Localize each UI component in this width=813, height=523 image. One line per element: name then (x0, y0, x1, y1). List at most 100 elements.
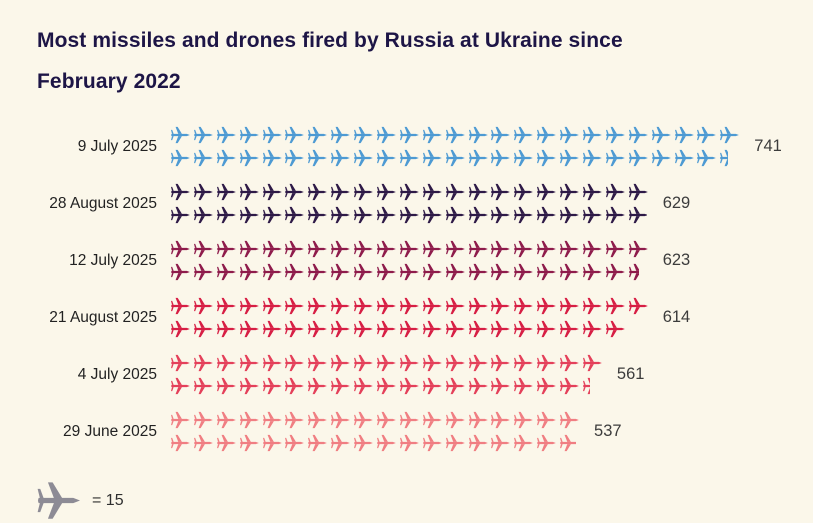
chart-legend: = 15 (33, 478, 813, 523)
plane-icon (284, 319, 307, 339)
plane-icon (559, 205, 582, 225)
plane-icon (284, 410, 307, 430)
plane-icon (353, 433, 376, 453)
plane-icon (307, 296, 330, 316)
plane-icon (651, 125, 674, 145)
plane-icon (468, 376, 491, 396)
plane-icon (353, 262, 376, 282)
plane-icon (330, 296, 353, 316)
plane-icon (582, 353, 605, 373)
plane-icon (307, 353, 330, 373)
plane-icon (239, 148, 262, 168)
plane-icon (216, 239, 239, 259)
plane-icon (284, 239, 307, 259)
plane-icon (307, 319, 330, 339)
plane-icon (559, 262, 582, 282)
plane-icon (605, 262, 628, 282)
plane-icon (445, 148, 468, 168)
plane-icon (216, 433, 239, 453)
row-label: 4 July 2025 (77, 365, 157, 383)
plane-icon (216, 296, 239, 316)
plane-icon (559, 296, 582, 316)
plane-icon (284, 433, 307, 453)
plane-icon (33, 478, 85, 523)
plane-icon (193, 262, 216, 282)
plane-icon (193, 296, 216, 316)
plane-icon (445, 319, 468, 339)
plane-icon (468, 433, 491, 453)
plane-icon (605, 239, 628, 259)
row-value: 629 (662, 194, 691, 212)
plane-icon (216, 182, 239, 202)
plane-icon (239, 410, 262, 430)
plane-icon (193, 319, 216, 339)
plane-icon (170, 410, 193, 430)
plane-icon (422, 148, 445, 168)
plane-icon (284, 296, 307, 316)
plane-icon (262, 376, 285, 396)
plane-icon (262, 319, 285, 339)
plane-icon (376, 296, 399, 316)
plane-icon (399, 410, 422, 430)
plane-icon (170, 239, 193, 259)
plane-icon (490, 410, 513, 430)
plane-icon (376, 239, 399, 259)
plane-icon (536, 433, 559, 453)
plane-icon (605, 125, 628, 145)
plane-icon (262, 433, 285, 453)
plane-icon (422, 410, 445, 430)
plane-icon (170, 182, 193, 202)
legend-label: = 15 (92, 491, 124, 509)
icon-grid (170, 125, 742, 168)
plane-icon (376, 205, 399, 225)
plane-icon (422, 376, 445, 396)
plane-icon (262, 262, 285, 282)
plane-icon (376, 319, 399, 339)
row-label: 28 August 2025 (49, 194, 157, 212)
plane-icon (307, 125, 330, 145)
plane-icon (284, 182, 307, 202)
plane-icon (376, 353, 399, 373)
plane-icon (170, 125, 193, 145)
plane-icon (468, 296, 491, 316)
plane-icon (513, 205, 536, 225)
plane-icon (513, 410, 536, 430)
plane-icon (582, 182, 605, 202)
plane-icon (170, 296, 193, 316)
plane-icon (170, 353, 193, 373)
plane-icon (262, 205, 285, 225)
icon-line (170, 376, 605, 396)
plane-icon (170, 262, 193, 282)
plane-icon (559, 148, 582, 168)
icon-line (170, 319, 651, 339)
plane-icon (170, 319, 193, 339)
plane-icon (170, 148, 193, 168)
plane-icon (262, 239, 285, 259)
plane-icon (422, 296, 445, 316)
plane-icon (445, 376, 468, 396)
plane-icon (216, 319, 239, 339)
icon-grid (170, 296, 651, 339)
plane-icon (674, 148, 697, 168)
plane-icon (490, 262, 513, 282)
chart-title-line2: February 2022 (37, 70, 181, 93)
plane-icon (628, 239, 651, 259)
plane-icon (536, 182, 559, 202)
plane-icon (353, 353, 376, 373)
plane-icon (330, 410, 353, 430)
plane-icon (307, 262, 330, 282)
plane-icon (559, 433, 576, 453)
plane-icon (376, 410, 399, 430)
plane-icon (239, 296, 262, 316)
plane-icon (445, 205, 468, 225)
icon-line (170, 410, 582, 430)
row-value: 623 (662, 251, 691, 269)
plane-icon (353, 319, 376, 339)
plane-icon (330, 262, 353, 282)
plane-icon (674, 125, 697, 145)
plane-icon (445, 410, 468, 430)
plane-icon (490, 319, 513, 339)
row-label: 29 June 2025 (63, 422, 157, 440)
plane-icon (513, 182, 536, 202)
